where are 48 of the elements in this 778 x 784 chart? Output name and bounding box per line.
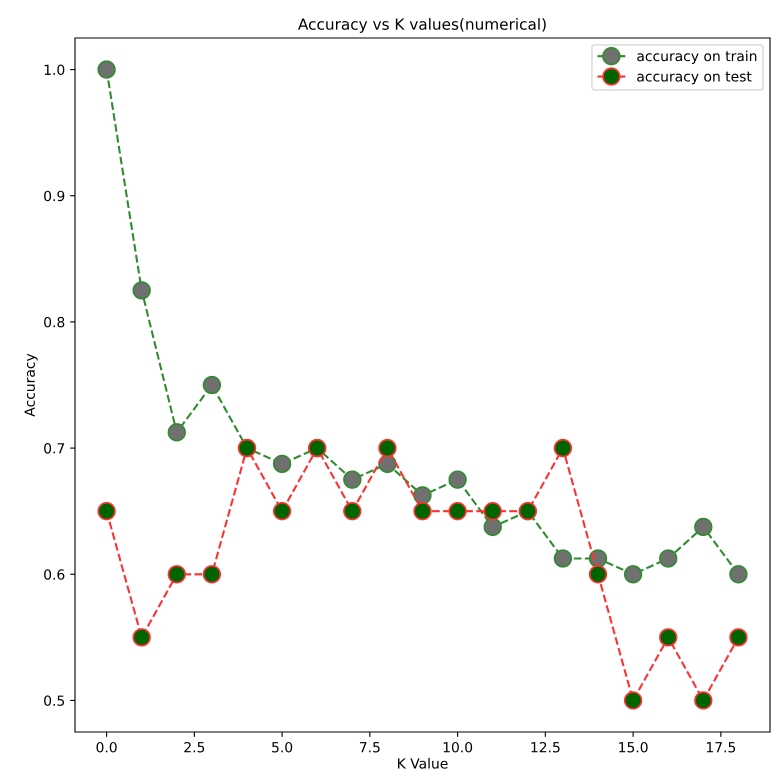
point bbox=[659, 549, 678, 568]
y-tick-label: 0.5 bbox=[44, 695, 64, 706]
y-tick-label: 0.7 bbox=[44, 443, 64, 454]
point bbox=[343, 470, 362, 489]
point bbox=[659, 628, 678, 647]
point bbox=[624, 691, 642, 710]
legend-label: accuracy on test bbox=[637, 72, 752, 84]
legend-label: accuracy on train bbox=[637, 50, 756, 64]
y-axis-title: Accuracy bbox=[24, 354, 38, 417]
point bbox=[97, 502, 116, 520]
chart-title: Accuracy vs K values(numerical) bbox=[298, 18, 546, 33]
x-tick-label: 2.5 bbox=[184, 742, 204, 752]
point bbox=[554, 549, 572, 568]
y-tick-label: 1.0 bbox=[44, 64, 64, 76]
x-tick-label: 10.0 bbox=[444, 742, 472, 752]
point bbox=[413, 502, 432, 520]
point bbox=[343, 502, 362, 520]
x-tick-label: 0.0 bbox=[96, 742, 117, 752]
point bbox=[272, 454, 292, 474]
point bbox=[624, 565, 642, 584]
point bbox=[378, 438, 397, 458]
point bbox=[168, 565, 186, 584]
x-axis-title: K Value bbox=[398, 758, 448, 769]
point bbox=[484, 502, 502, 520]
point bbox=[202, 565, 222, 584]
point bbox=[554, 438, 572, 458]
x-tick-label: 12.5 bbox=[531, 742, 560, 752]
x-tick-label: 17.5 bbox=[706, 742, 736, 752]
point bbox=[272, 502, 292, 520]
point bbox=[448, 502, 467, 520]
point bbox=[729, 565, 748, 584]
y-tick-label: 0.8 bbox=[44, 316, 64, 328]
point bbox=[484, 518, 502, 536]
y-tick-label: 0.6 bbox=[44, 569, 64, 580]
point bbox=[694, 518, 712, 536]
point bbox=[448, 470, 467, 489]
point bbox=[97, 60, 116, 79]
point bbox=[132, 628, 151, 647]
point bbox=[132, 281, 151, 300]
x-tick-label: 15.0 bbox=[619, 742, 648, 752]
y-tick-label: 0.9 bbox=[44, 190, 64, 202]
point bbox=[694, 691, 712, 710]
point bbox=[168, 423, 186, 442]
point bbox=[202, 376, 222, 394]
point bbox=[588, 565, 608, 584]
x-tick-label: 5.0 bbox=[272, 742, 292, 752]
x-tick-label: 7.5 bbox=[360, 742, 380, 752]
point bbox=[729, 628, 748, 647]
